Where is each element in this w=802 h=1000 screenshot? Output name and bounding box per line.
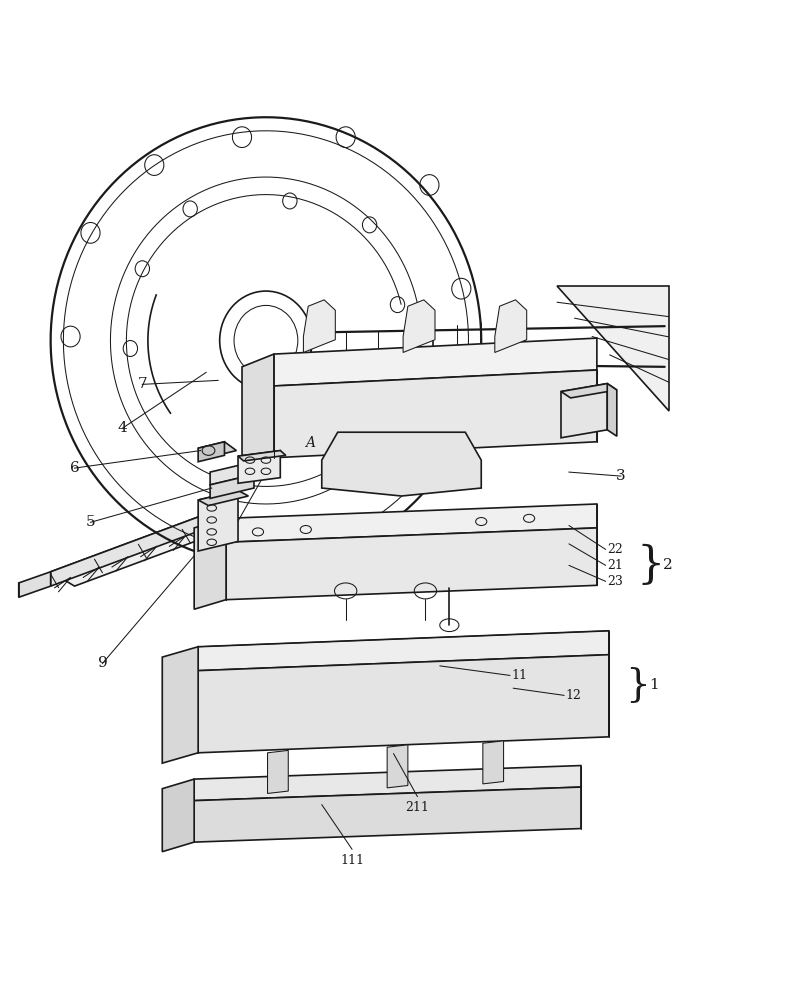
Polygon shape (198, 490, 237, 551)
Polygon shape (237, 451, 286, 461)
Text: 21: 21 (606, 559, 622, 572)
Polygon shape (557, 286, 668, 411)
Polygon shape (241, 354, 273, 470)
Polygon shape (226, 528, 596, 600)
Polygon shape (162, 779, 194, 852)
Text: 3: 3 (615, 469, 625, 483)
Polygon shape (561, 384, 616, 398)
Text: 12: 12 (565, 689, 581, 702)
Polygon shape (387, 745, 407, 788)
Polygon shape (162, 647, 198, 763)
Polygon shape (198, 442, 225, 462)
Polygon shape (198, 655, 608, 753)
Polygon shape (482, 741, 503, 784)
Text: 7: 7 (137, 377, 147, 391)
Polygon shape (494, 300, 526, 352)
Text: 9: 9 (98, 656, 107, 670)
Text: 22: 22 (606, 543, 622, 556)
Text: 4: 4 (117, 421, 127, 435)
Text: 211: 211 (405, 801, 429, 814)
Text: 11: 11 (511, 669, 527, 682)
Polygon shape (198, 631, 608, 671)
Text: }: } (624, 667, 649, 704)
Polygon shape (198, 442, 236, 457)
Polygon shape (267, 750, 288, 793)
Polygon shape (198, 490, 248, 506)
Text: 23: 23 (606, 575, 622, 588)
Polygon shape (303, 300, 335, 352)
Text: }: } (636, 544, 664, 587)
Polygon shape (194, 766, 580, 801)
Polygon shape (561, 384, 606, 438)
Polygon shape (18, 572, 51, 597)
Polygon shape (210, 462, 253, 485)
Polygon shape (322, 432, 480, 496)
Polygon shape (51, 510, 218, 586)
Text: 6: 6 (70, 461, 79, 475)
Polygon shape (273, 370, 596, 458)
Text: A: A (305, 436, 314, 450)
Polygon shape (194, 518, 226, 609)
Text: 111: 111 (339, 854, 363, 867)
Polygon shape (606, 384, 616, 436)
Polygon shape (210, 474, 253, 498)
Polygon shape (226, 504, 596, 542)
Text: 5: 5 (86, 515, 95, 529)
Polygon shape (237, 451, 280, 483)
Polygon shape (194, 787, 580, 842)
Text: 1: 1 (648, 678, 658, 692)
Polygon shape (51, 510, 241, 586)
Polygon shape (403, 300, 435, 352)
Polygon shape (273, 338, 596, 386)
Text: 2: 2 (662, 558, 672, 572)
